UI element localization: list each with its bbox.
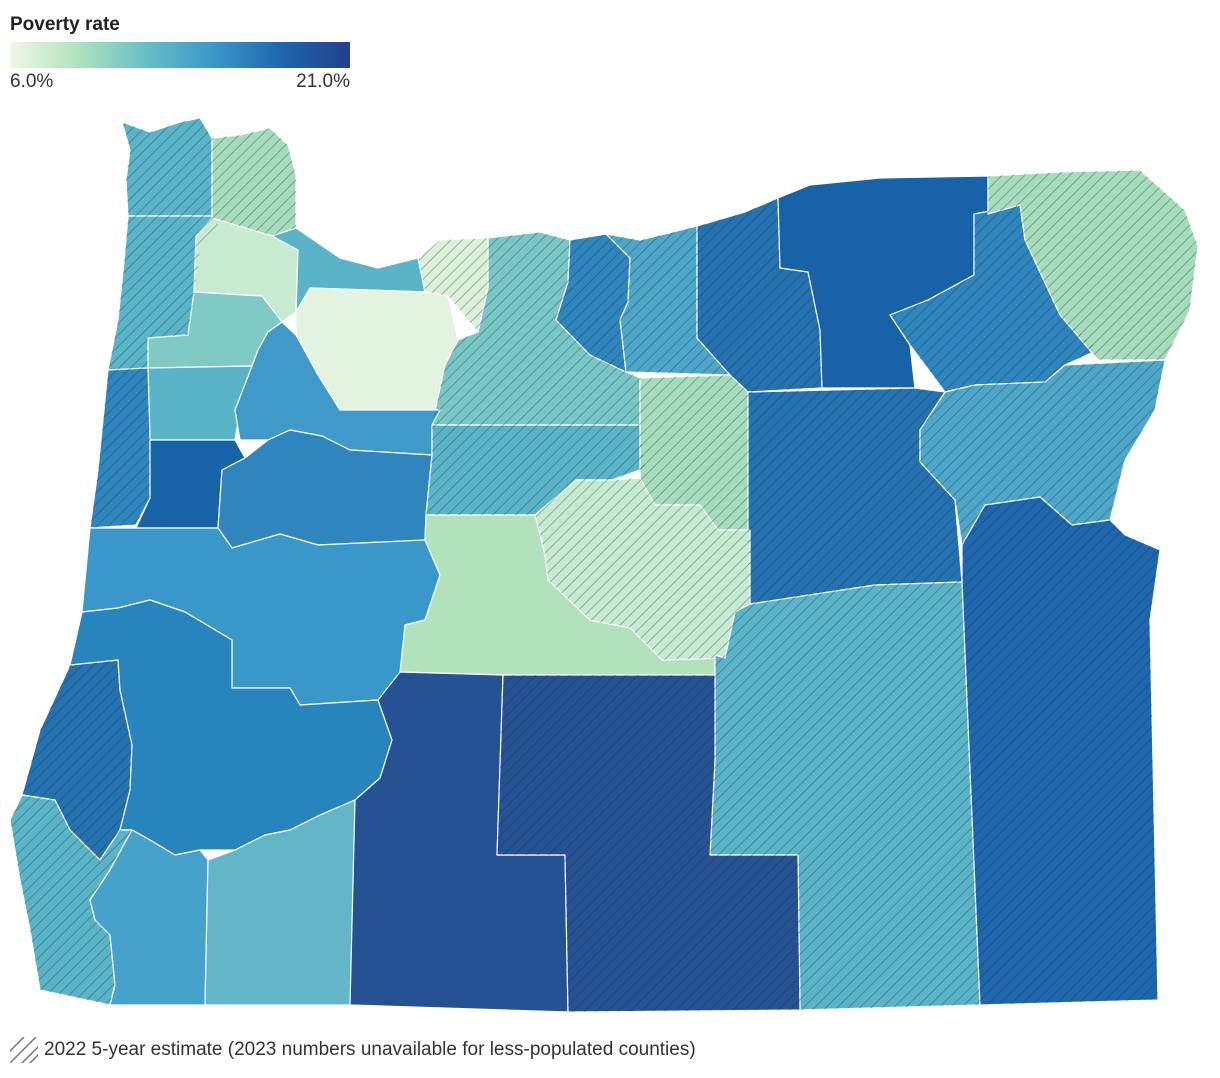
county-polk	[147, 365, 253, 441]
legend-title: Poverty rate	[10, 14, 120, 35]
county-coos-hatch	[22, 660, 132, 860]
county-crook-hatch	[535, 478, 750, 660]
legend-color-scale	[10, 42, 350, 68]
legend-max-label: 21.0%	[296, 71, 350, 92]
county-morrow-hatch	[697, 198, 822, 392]
county-lake-hatch	[497, 675, 800, 1012]
legend-labels: 6.0% 21.0%	[10, 71, 350, 93]
county-grant-hatch	[748, 388, 962, 604]
footnote: 2022 5-year estimate (2023 numbers unava…	[10, 1037, 696, 1063]
county-lincoln-hatch	[90, 368, 150, 528]
footnote-text: 2022 5-year estimate (2023 numbers unava…	[44, 1039, 696, 1060]
county-baker-hatch	[920, 360, 1165, 545]
county-jefferson-hatch	[426, 425, 645, 515]
legend: Poverty rate 6.0% 21.0%	[10, 14, 350, 93]
county-jackson	[204, 799, 356, 1006]
county-sherman-hatch	[556, 234, 630, 372]
county-curry-hatch	[10, 795, 132, 1005]
county-tillamook-hatch	[108, 216, 220, 370]
county-wallowa-hatch	[988, 170, 1198, 360]
county-clatsop-hatch	[122, 118, 212, 216]
county-columbia-hatch	[212, 128, 296, 236]
county-union-hatch	[890, 205, 1098, 392]
county-gilliam-hatch	[606, 226, 730, 375]
county-wasco-hatch	[432, 232, 640, 425]
county-hood-river-hatch	[418, 238, 488, 332]
legend-min-label: 6.0%	[10, 71, 54, 92]
county-malheur-hatch	[962, 497, 1160, 1005]
hatch-pattern-icon	[10, 1037, 38, 1063]
county-harney-hatch	[710, 580, 980, 1010]
county-wheeler-hatch	[640, 375, 748, 530]
